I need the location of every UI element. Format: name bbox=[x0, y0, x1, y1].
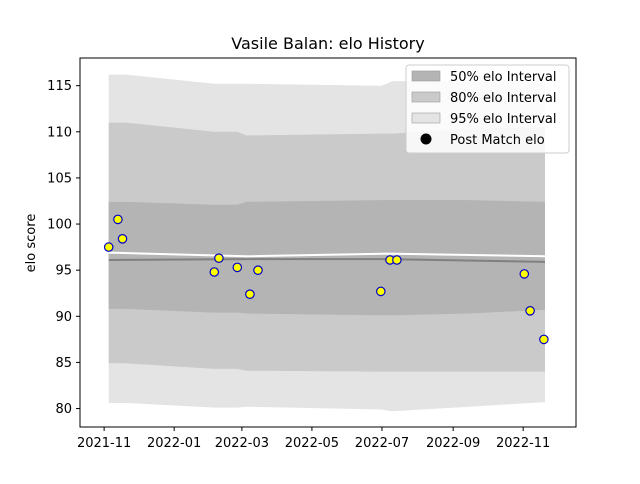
median-lines bbox=[108, 251, 546, 263]
data-point bbox=[103, 242, 114, 252]
y-tick-label: 110 bbox=[47, 125, 72, 140]
legend-label: Post Match elo bbox=[450, 133, 545, 148]
data-point bbox=[253, 265, 263, 275]
legend-box bbox=[405, 64, 570, 154]
plot-frame bbox=[79, 57, 577, 428]
y-tick-label: 85 bbox=[55, 356, 72, 371]
x-tick-label: 2022-05 bbox=[285, 436, 339, 451]
data-point bbox=[519, 269, 530, 279]
legend-swatch bbox=[411, 70, 441, 82]
data-point bbox=[392, 255, 402, 265]
interval-bands bbox=[108, 74, 545, 412]
median-line-1 bbox=[108, 251, 546, 258]
data-point bbox=[232, 262, 243, 273]
legend-label: 80% elo Interval bbox=[450, 91, 557, 106]
x-tick-label: 2022-09 bbox=[426, 436, 480, 451]
x-tick-label: 2022-07 bbox=[355, 436, 409, 451]
chart-title: Vasile Balan: elo History bbox=[231, 34, 424, 53]
legend-swatch bbox=[411, 112, 441, 124]
data-point bbox=[375, 286, 386, 297]
legend-label: 50% elo Interval bbox=[450, 70, 557, 85]
x-tick-label: 2022-01 bbox=[147, 436, 201, 451]
data-point bbox=[117, 234, 128, 244]
post-match-points bbox=[103, 214, 549, 345]
legend-swatch bbox=[411, 91, 441, 103]
y-tick-label: 100 bbox=[47, 218, 72, 233]
legend: 50% elo Interval 80% elo Interval 95% elo … bbox=[405, 64, 570, 154]
median-line-0 bbox=[108, 258, 546, 263]
y-tick-label: 115 bbox=[47, 79, 72, 94]
y-tick-label: 90 bbox=[55, 310, 72, 325]
data-point bbox=[525, 305, 535, 316]
data-point bbox=[214, 253, 224, 264]
y-axis: 80 85 90 95 100 105 110 115 bbox=[47, 79, 80, 417]
y-tick-label: 95 bbox=[55, 264, 72, 279]
x-axis: 2021-11 2022-01 2022-03 2022-05 2022-07 2022-… bbox=[77, 427, 550, 451]
x-tick-label: 2022-03 bbox=[215, 436, 269, 451]
legend-marker bbox=[420, 133, 432, 145]
y-tick-label: 105 bbox=[47, 171, 72, 186]
x-tick-label: 2021-11 bbox=[77, 436, 131, 451]
x-tick-label: 2022-11 bbox=[496, 436, 550, 451]
data-point bbox=[539, 334, 549, 345]
legend-label: 95% elo Interval bbox=[450, 112, 557, 127]
data-point bbox=[209, 267, 220, 277]
data-point bbox=[113, 214, 123, 225]
y-axis-label: elo score bbox=[24, 214, 39, 273]
data-point bbox=[245, 289, 255, 299]
y-tick-label: 80 bbox=[55, 402, 72, 417]
band-50-interval bbox=[108, 200, 545, 316]
